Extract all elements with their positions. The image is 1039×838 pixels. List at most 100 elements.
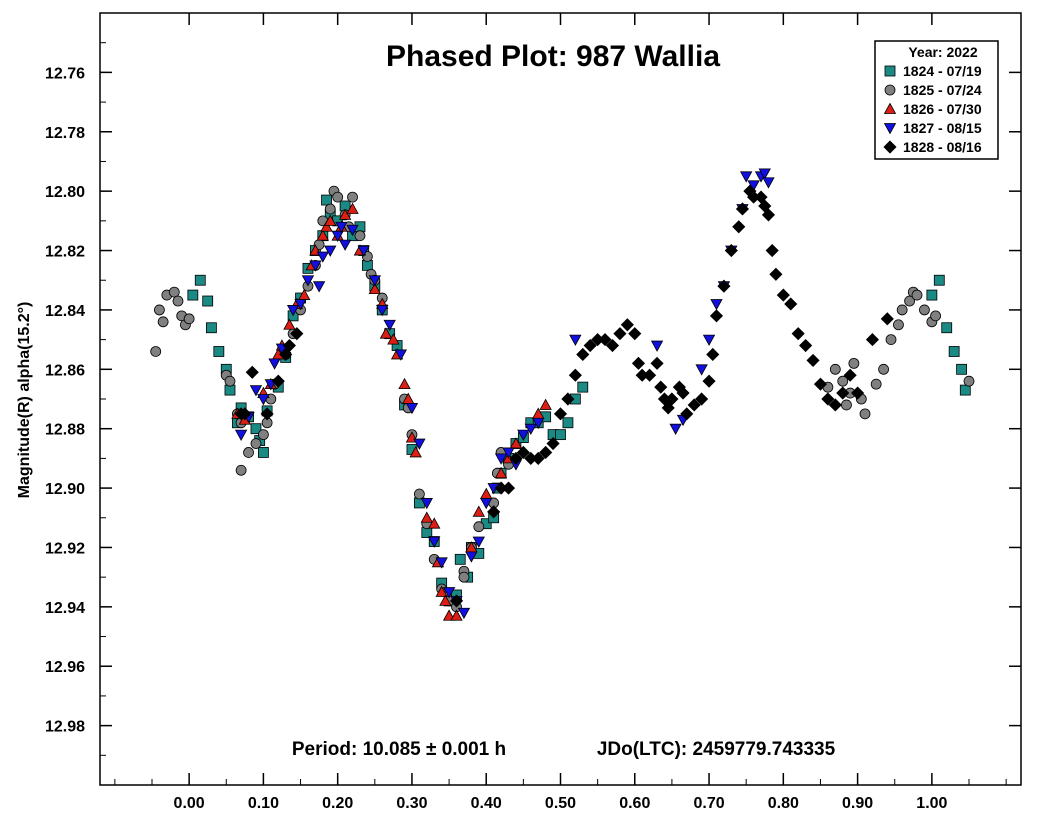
legend: Year: 2022 1824 - 07/19 1825 - 07/24 1826 … <box>874 40 999 160</box>
legend-entry: 1826 - 07/30 <box>903 101 982 117</box>
data-point <box>754 190 768 204</box>
data-point <box>821 392 835 406</box>
data-point <box>930 310 941 322</box>
data-point <box>457 607 471 620</box>
data-point <box>150 346 162 357</box>
data-point <box>709 309 724 323</box>
data-point <box>880 312 894 326</box>
data-point <box>168 286 180 298</box>
y-tick-label: 12.76 <box>45 65 85 82</box>
y-tick-label: 12.88 <box>45 422 85 439</box>
data-point <box>435 557 448 569</box>
data-point <box>732 220 746 234</box>
y-tick-label: 12.80 <box>45 184 85 201</box>
data-point <box>294 299 307 311</box>
data-point <box>250 423 262 435</box>
data-point <box>435 585 448 597</box>
data-point <box>312 281 326 293</box>
data-point <box>517 429 530 441</box>
data-point <box>428 517 441 529</box>
data-point <box>324 203 336 215</box>
data-point <box>271 374 285 388</box>
data-point <box>546 436 560 451</box>
data-point <box>290 327 304 341</box>
data-point <box>465 551 478 563</box>
data-point <box>405 403 419 415</box>
data-point <box>368 282 381 295</box>
data-point <box>413 488 425 500</box>
data-point <box>473 521 485 533</box>
x-tick-label: 1.00 <box>916 795 947 812</box>
data-point <box>316 251 329 263</box>
data-point <box>354 230 366 242</box>
data-point <box>187 289 199 301</box>
data-point <box>740 171 753 183</box>
data-point <box>379 327 393 339</box>
data-point <box>761 208 776 222</box>
data-point <box>628 327 642 341</box>
data-point <box>577 381 589 393</box>
data-point <box>194 274 206 286</box>
data-point <box>258 429 269 441</box>
chart-title: Phased Plot: 987 Wallia <box>386 40 720 73</box>
data-point <box>183 313 195 325</box>
data-point <box>243 447 254 458</box>
data-point <box>331 230 344 243</box>
data-point <box>776 288 790 302</box>
data-point <box>472 505 485 517</box>
data-point <box>494 466 508 479</box>
data-point <box>665 392 679 406</box>
data-point <box>613 327 627 341</box>
data-point <box>963 375 975 387</box>
data-point <box>531 451 545 465</box>
data-point <box>695 392 709 406</box>
data-point <box>387 333 400 345</box>
data-point <box>361 259 373 271</box>
data-point <box>687 398 701 412</box>
data-point <box>494 453 508 465</box>
data-point <box>324 245 337 257</box>
data-point <box>338 208 352 220</box>
data-point <box>250 438 262 449</box>
y-tick-label: 12.94 <box>45 600 85 617</box>
data-point <box>828 398 842 412</box>
data-point <box>338 239 352 251</box>
data-point <box>357 245 370 257</box>
data-point <box>154 304 165 316</box>
legend-marker <box>884 65 896 77</box>
data-point <box>933 274 945 286</box>
data-point <box>539 398 552 410</box>
data-point <box>394 349 407 361</box>
data-point <box>268 358 281 370</box>
data-point <box>454 553 466 565</box>
data-point <box>309 260 322 272</box>
data-point <box>799 338 813 353</box>
series-1825 <box>150 185 975 613</box>
data-point <box>539 445 553 460</box>
data-point <box>576 347 590 362</box>
y-tick-label: 12.86 <box>45 362 85 379</box>
data-point <box>502 447 515 459</box>
data-point <box>702 334 716 346</box>
x-tick-label: 0.00 <box>174 795 205 812</box>
x-tick-label: 0.80 <box>768 795 799 812</box>
data-point <box>421 527 433 539</box>
legend-marker <box>883 102 897 114</box>
data-point <box>885 334 897 346</box>
legend-marker <box>883 140 897 154</box>
data-point <box>442 587 456 599</box>
x-tick-label: 0.60 <box>619 795 650 812</box>
data-point <box>383 319 396 332</box>
jdo-text: JDo(LTC): 2459779.743335 <box>597 739 836 760</box>
x-tick-label: 0.10 <box>248 795 279 812</box>
x-tick-label: 0.20 <box>322 795 353 812</box>
x-axis: 0.00 0.10 0.20 0.30 0.40 0.50 0.60 0.70 0.80 0.90… <box>114 13 1007 812</box>
data-point <box>605 338 620 353</box>
data-point <box>717 279 731 293</box>
y-tick-label: 12.78 <box>45 125 85 142</box>
data-point <box>791 327 805 341</box>
data-point <box>172 295 184 307</box>
data-point <box>282 338 296 353</box>
legend-entry: 1827 - 08/15 <box>903 120 982 136</box>
x-tick-label: 0.70 <box>693 795 724 812</box>
